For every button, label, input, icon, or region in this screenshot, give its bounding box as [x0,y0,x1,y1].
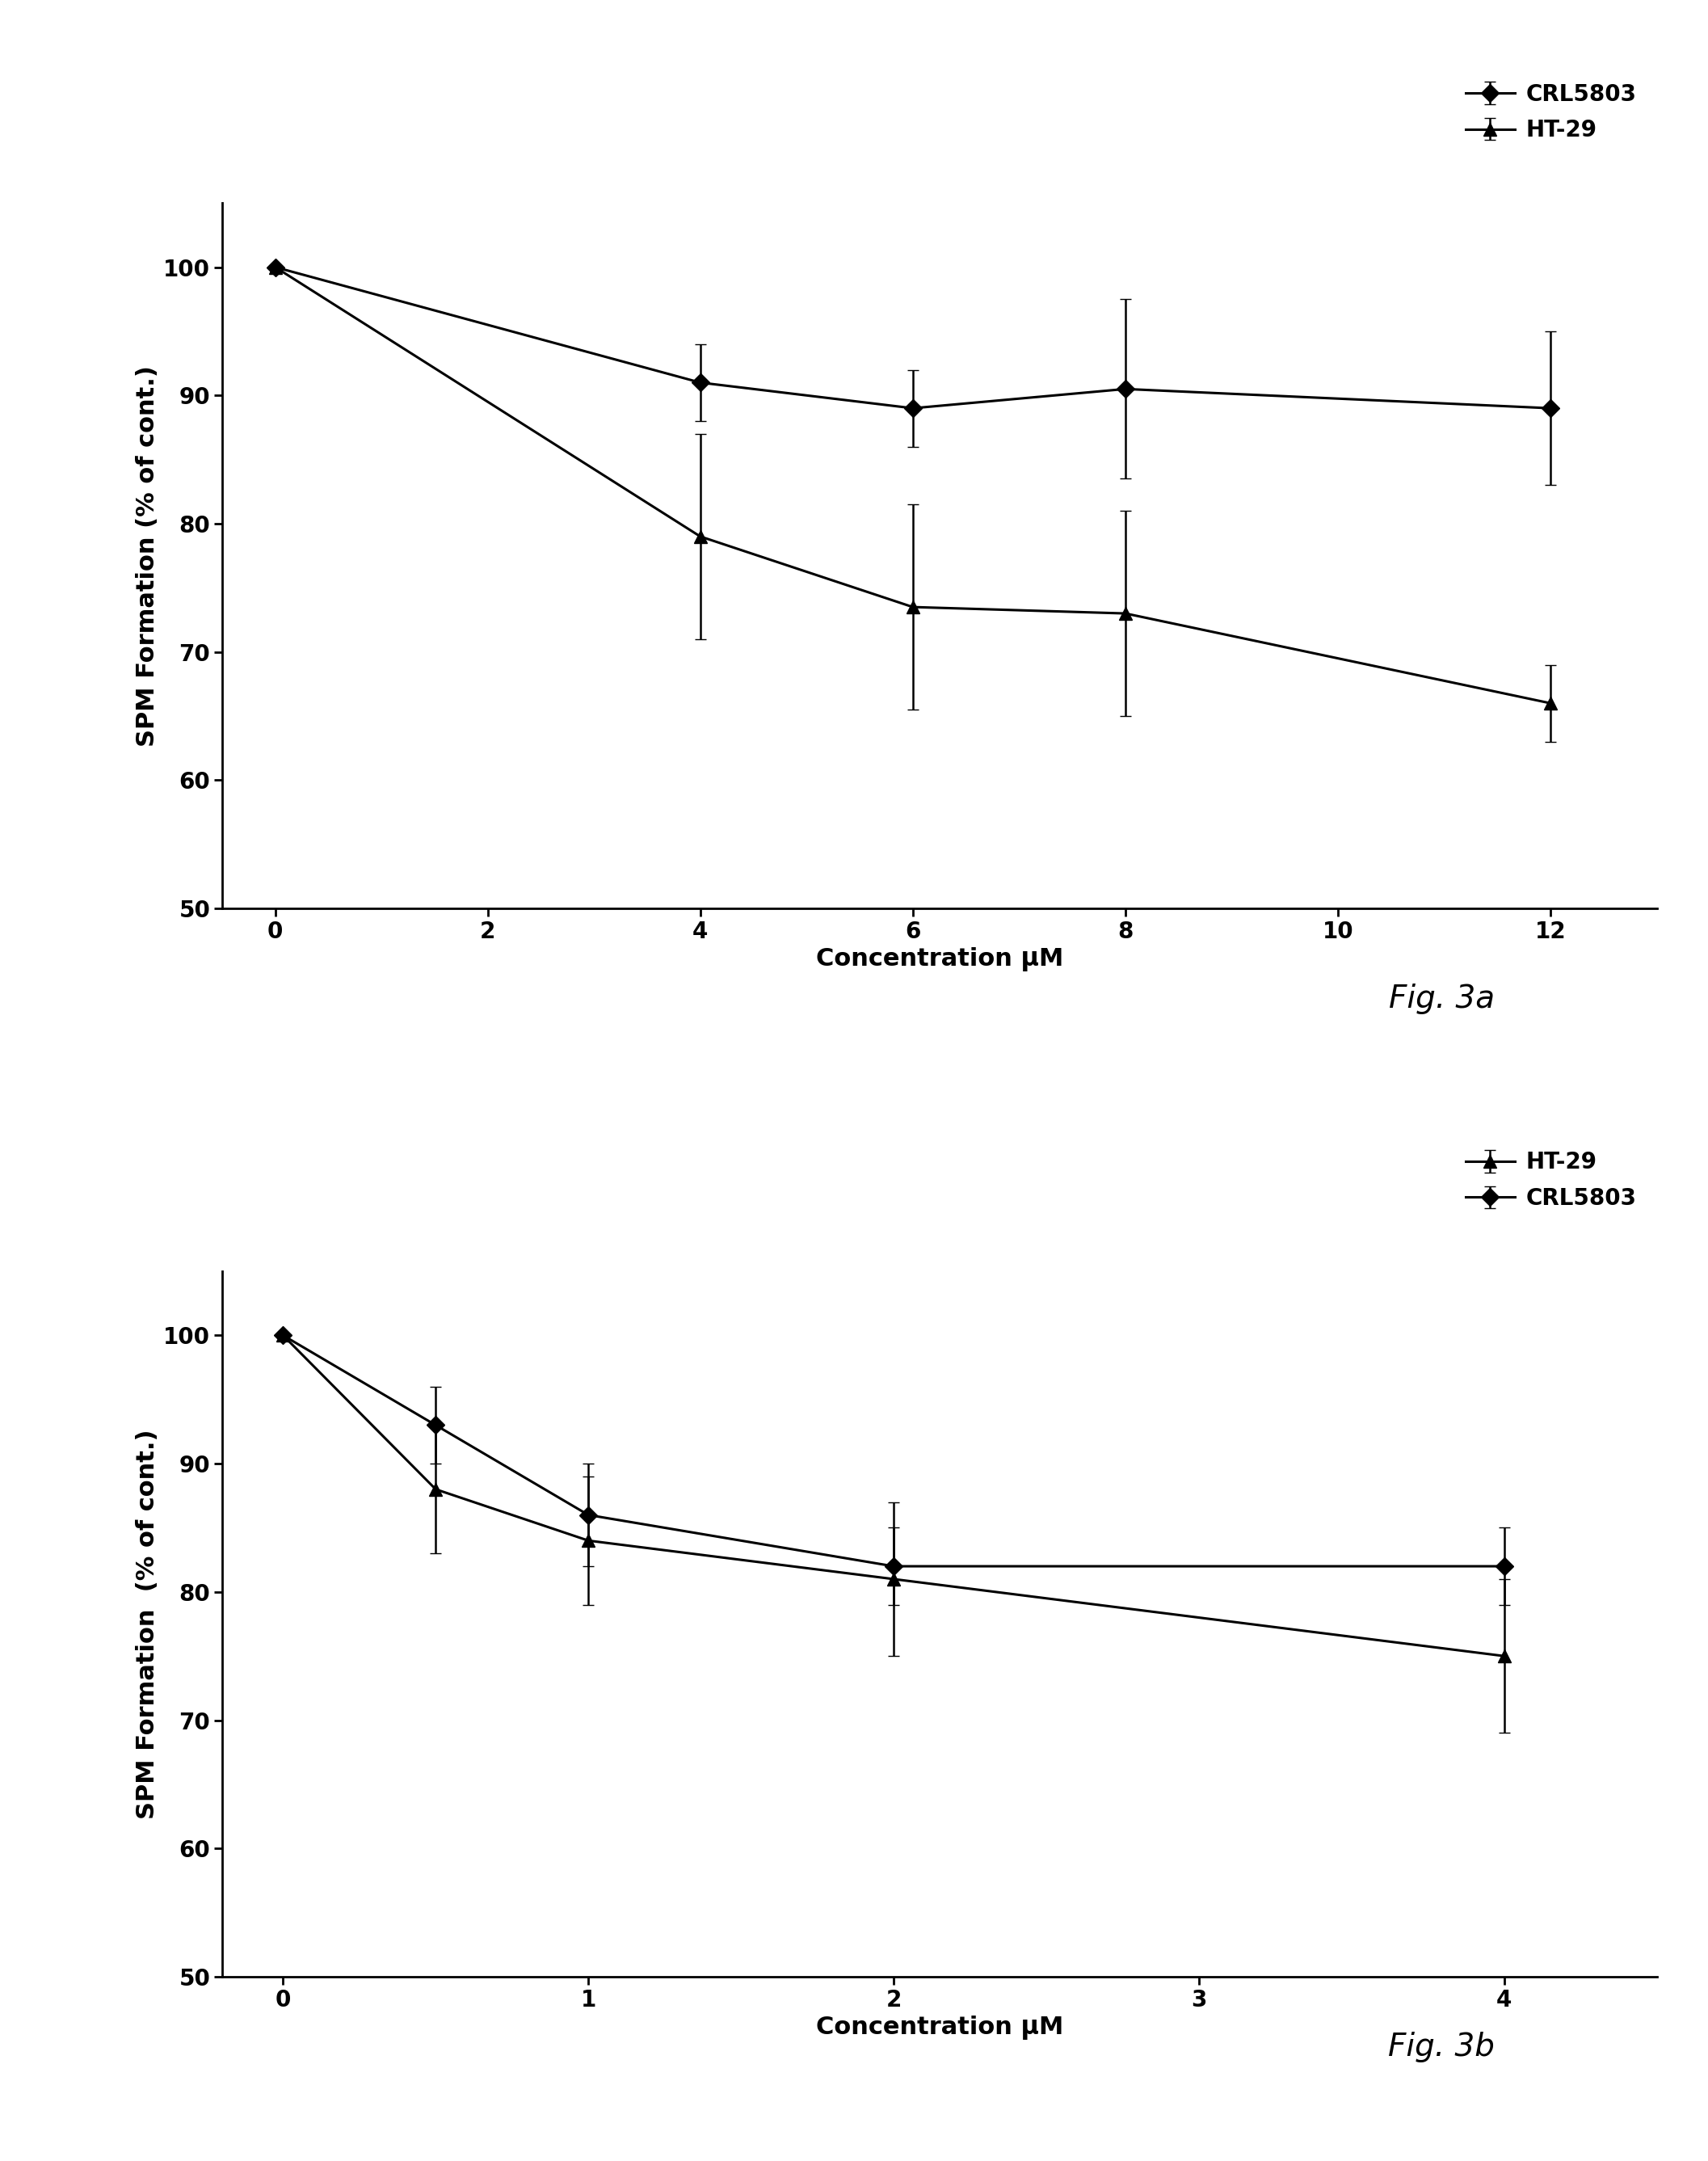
Text: Fig. 3a: Fig. 3a [1389,983,1494,1014]
Legend: CRL5803, HT-29: CRL5803, HT-29 [1457,73,1645,151]
X-axis label: Concentration μM: Concentration μM [816,2016,1062,2040]
Y-axis label: SPM Formation (% of cont.): SPM Formation (% of cont.) [135,365,159,746]
X-axis label: Concentration μM: Concentration μM [816,947,1062,972]
Text: Fig. 3b: Fig. 3b [1389,2031,1494,2062]
Legend: HT-29, CRL5803: HT-29, CRL5803 [1457,1143,1645,1219]
Y-axis label: SPM Formation  (% of cont.): SPM Formation (% of cont.) [135,1428,159,1820]
